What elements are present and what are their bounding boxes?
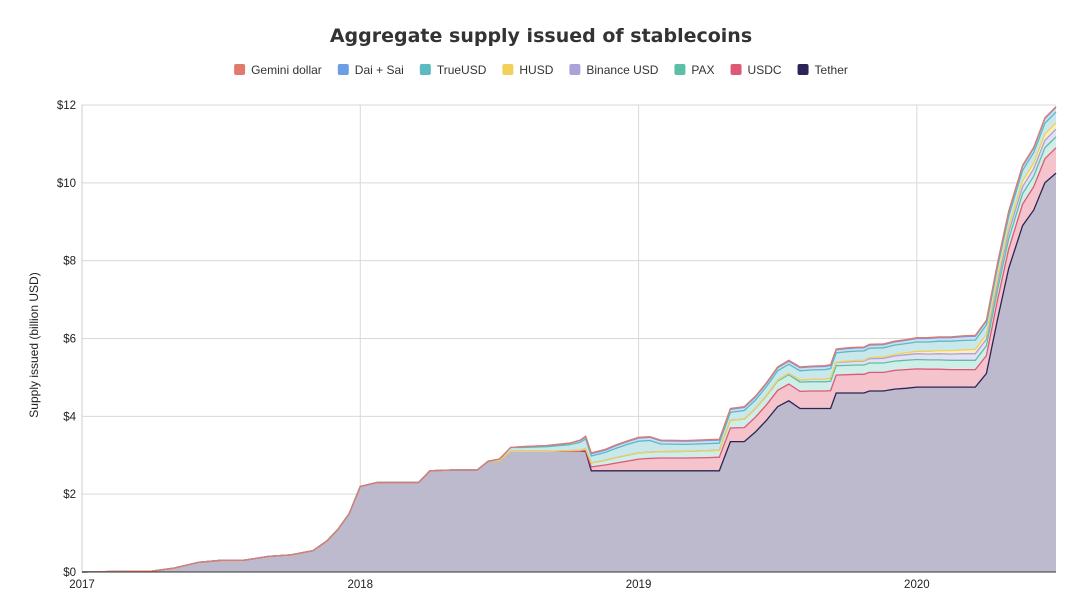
y-tick-label: $6 xyxy=(63,334,76,346)
legend-swatch xyxy=(674,64,686,75)
line-gemini-dollar xyxy=(81,106,1057,573)
legend-item-tether[interactable]: Tether xyxy=(797,63,848,77)
legend-item-binance-usd[interactable]: Binance USD xyxy=(569,63,659,77)
grid xyxy=(82,104,1056,573)
legend-label: Dai + Sai xyxy=(355,63,404,77)
legend-label: Gemini dollar xyxy=(251,63,322,77)
legend: Gemini dollar Dai + Sai TrueUSD HUSD Binance… xyxy=(234,63,848,77)
legend-item-dai-sai[interactable]: Dai + Sai xyxy=(337,63,404,77)
legend-item-pax[interactable]: PAX xyxy=(674,63,715,77)
legend-swatch xyxy=(569,64,581,75)
area-tether xyxy=(82,173,1056,572)
legend-item-husd[interactable]: HUSD xyxy=(502,63,554,77)
series-areas xyxy=(82,106,1056,573)
legend-label: PAX xyxy=(691,63,714,77)
y-tick-label: $2 xyxy=(63,489,76,501)
legend-swatch xyxy=(419,64,431,75)
axes: $0 $2 $4 $6 $8 $10 $12 2017 2018 2019 2020 xyxy=(57,100,1056,591)
x-tick-label: 2019 xyxy=(626,579,652,591)
legend-label: TrueUSD xyxy=(437,63,487,77)
legend-swatch xyxy=(730,64,742,75)
y-tick-label: $12 xyxy=(57,100,76,112)
y-tick-label: $0 xyxy=(63,567,76,579)
legend-label: USDC xyxy=(748,63,782,77)
legend-label: HUSD xyxy=(519,63,553,77)
legend-item-gemini-dollar[interactable]: Gemini dollar xyxy=(234,63,322,77)
legend-label: Binance USD xyxy=(586,63,658,77)
y-tick-label: $4 xyxy=(63,411,76,423)
x-tick-label: 2017 xyxy=(69,579,95,591)
legend-item-usdc[interactable]: USDC xyxy=(730,63,782,77)
legend-swatch xyxy=(502,64,514,75)
chart-title: Aggregate supply issued of stablecoins xyxy=(330,25,752,47)
x-tick-label: 2020 xyxy=(904,579,930,591)
y-tick-label: $8 xyxy=(63,256,76,268)
y-tick-label: $10 xyxy=(57,178,76,190)
legend-swatch xyxy=(337,64,349,75)
legend-swatch xyxy=(797,64,809,75)
series-lines xyxy=(81,106,1057,573)
y-axis-label: Supply issued (billion USD) xyxy=(27,272,41,417)
legend-label: Tether xyxy=(815,63,848,77)
x-tick-label: 2018 xyxy=(347,579,373,591)
legend-swatch xyxy=(234,64,246,75)
legend-item-trueusd[interactable]: TrueUSD xyxy=(419,63,487,77)
